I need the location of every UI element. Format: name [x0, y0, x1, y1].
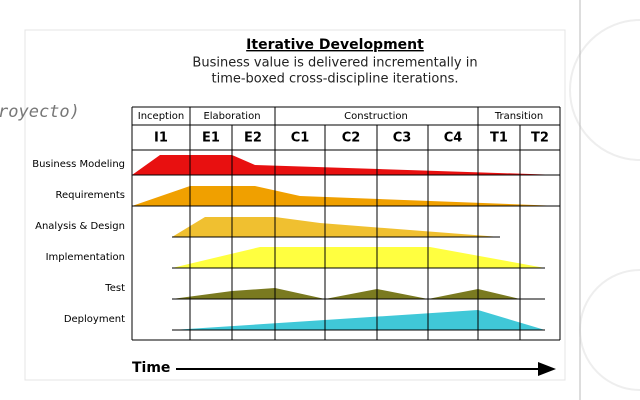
discipline-label: Deployment [64, 314, 125, 325]
hump [132, 155, 560, 175]
subtitle: time-boxed cross-discipline iterations. [211, 72, 458, 87]
phase-label: Elaboration [203, 111, 260, 122]
discipline-label: Implementation [46, 252, 125, 263]
hump [172, 288, 520, 299]
hump [172, 310, 545, 330]
phase-labels: Inception Elaboration Construction Trans… [138, 111, 543, 122]
hump [172, 247, 545, 268]
background-text: royecto) [0, 102, 80, 122]
subtitle: Business value is delivered incrementall… [192, 56, 477, 71]
phase-label: Transition [494, 111, 543, 122]
iteration-labels: I1 E1 E2 C1 C2 C3 C4 T1 T2 [154, 131, 549, 146]
iteration-label: T1 [490, 131, 508, 146]
discipline-label: Test [104, 283, 125, 294]
iteration-label: C3 [393, 131, 412, 146]
phase-label: Inception [138, 111, 184, 122]
hump [132, 186, 560, 206]
discipline-label: Analysis & Design [35, 221, 125, 232]
iteration-label: I1 [154, 131, 168, 146]
discipline-label: Business Modeling [32, 159, 125, 170]
iteration-label: T2 [531, 131, 549, 146]
iteration-label: C1 [291, 131, 310, 146]
iteration-label: E1 [202, 131, 220, 146]
grid [131, 106, 561, 341]
time-label: Time [132, 360, 170, 376]
iteration-label: C2 [342, 131, 361, 146]
title: Iterative Development [246, 37, 424, 53]
iteration-label: C4 [444, 131, 463, 146]
discipline-labels: Business Modeling Requirements Analysis … [32, 159, 125, 325]
arrow-head [538, 362, 556, 376]
phase-label: Construction [344, 111, 408, 122]
hump [172, 217, 500, 237]
humps [132, 155, 560, 330]
baselines [132, 174, 560, 331]
discipline-label: Requirements [55, 190, 125, 201]
iteration-label: E2 [244, 131, 262, 146]
decoration [569, 19, 640, 161]
